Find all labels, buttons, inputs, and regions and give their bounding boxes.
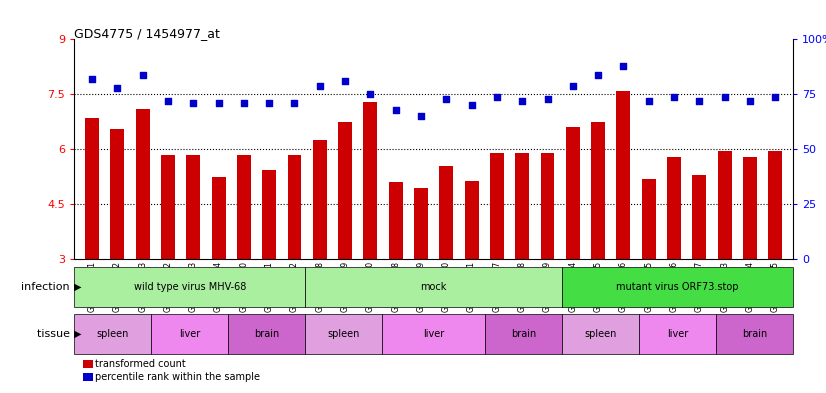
Text: mock: mock — [420, 282, 447, 292]
Bar — [389, 182, 402, 259]
Point — [465, 102, 478, 108]
Text: ▶: ▶ — [74, 329, 81, 339]
Bar — [313, 140, 327, 259]
Text: mutant virus ORF73.stop: mutant virus ORF73.stop — [616, 282, 738, 292]
Bar — [566, 127, 580, 259]
Point — [339, 78, 352, 84]
Text: spleen: spleen — [584, 329, 617, 339]
Bar — [540, 153, 554, 259]
Point — [288, 100, 301, 106]
Point — [237, 100, 250, 106]
Point — [187, 100, 200, 106]
Bar — [562, 314, 639, 354]
Bar — [237, 155, 251, 259]
Text: GDS4775 / 1454977_at: GDS4775 / 1454977_at — [74, 28, 221, 40]
Bar — [228, 314, 306, 354]
Text: liver: liver — [423, 329, 444, 339]
Point — [718, 94, 731, 100]
Bar — [74, 267, 306, 307]
Text: transformed count: transformed count — [95, 359, 186, 369]
Point — [111, 84, 124, 91]
Bar — [743, 157, 757, 259]
Point — [415, 113, 428, 119]
Point — [85, 76, 98, 82]
Text: infection: infection — [21, 282, 74, 292]
Point — [769, 94, 782, 100]
Text: brain: brain — [254, 329, 279, 339]
Point — [667, 94, 681, 100]
Bar — [161, 155, 175, 259]
Bar — [692, 175, 706, 259]
Point — [263, 100, 276, 106]
Bar — [187, 155, 200, 259]
Point — [363, 91, 377, 97]
Bar — [338, 122, 352, 259]
Text: ▶: ▶ — [74, 282, 81, 292]
Point — [693, 98, 706, 104]
Point — [389, 107, 402, 113]
Point — [591, 72, 605, 78]
Point — [617, 62, 630, 69]
Bar — [485, 314, 562, 354]
Bar — [490, 153, 504, 259]
Bar — [439, 166, 453, 259]
Bar — [716, 314, 793, 354]
Bar — [414, 188, 428, 259]
Point — [439, 95, 453, 102]
Bar — [306, 314, 382, 354]
Text: tissue: tissue — [37, 329, 74, 339]
Point — [161, 98, 174, 104]
Bar — [667, 157, 681, 259]
Bar — [306, 267, 562, 307]
Bar — [718, 151, 732, 259]
Point — [491, 94, 504, 100]
Point — [743, 98, 757, 104]
Bar — [768, 151, 782, 259]
Bar — [135, 109, 150, 259]
Text: liver: liver — [667, 329, 688, 339]
Bar — [262, 169, 276, 259]
Bar — [111, 129, 125, 259]
Point — [566, 83, 579, 89]
Point — [515, 98, 529, 104]
Point — [642, 98, 655, 104]
Bar — [74, 314, 151, 354]
Point — [212, 100, 225, 106]
Text: spleen: spleen — [97, 329, 129, 339]
Bar — [211, 177, 225, 259]
Bar — [642, 179, 656, 259]
Bar — [465, 180, 478, 259]
Bar — [85, 118, 99, 259]
Bar — [363, 102, 377, 259]
Text: liver: liver — [179, 329, 201, 339]
Text: spleen: spleen — [328, 329, 360, 339]
Point — [313, 83, 326, 89]
Bar — [616, 91, 630, 259]
Bar — [151, 314, 228, 354]
Text: brain: brain — [510, 329, 536, 339]
Point — [136, 72, 150, 78]
Bar — [562, 267, 793, 307]
Bar — [287, 155, 301, 259]
Text: wild type virus MHV-68: wild type virus MHV-68 — [134, 282, 246, 292]
Text: percentile rank within the sample: percentile rank within the sample — [95, 372, 260, 382]
Text: brain: brain — [742, 329, 767, 339]
Bar — [515, 153, 529, 259]
Bar — [639, 314, 716, 354]
Bar — [591, 122, 605, 259]
Point — [541, 95, 554, 102]
Bar — [382, 314, 485, 354]
